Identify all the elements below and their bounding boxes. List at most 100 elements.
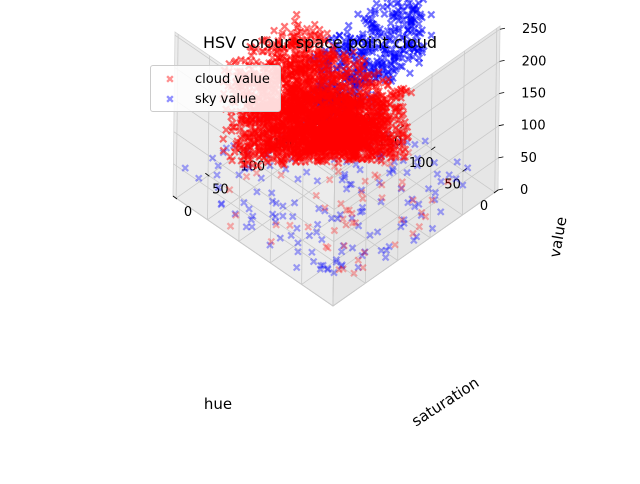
cloud-point [306, 94, 315, 103]
sky-point [365, 60, 374, 69]
y-tick-label: 0 [184, 205, 192, 220]
cloud-point [320, 117, 329, 126]
sky-point [391, 40, 400, 49]
sky-point [397, 184, 405, 193]
cloud-point [349, 76, 358, 85]
cloud-point [225, 186, 234, 194]
cloud-point [335, 111, 344, 120]
cloud-point [355, 109, 364, 118]
sky-point [377, 246, 385, 255]
sky-point [437, 177, 445, 186]
sky-point [424, 184, 433, 193]
cloud-point [379, 148, 388, 156]
sky-point [267, 189, 276, 197]
sky-point [336, 211, 345, 219]
cloud-point [359, 129, 368, 138]
cloud-point [407, 88, 416, 97]
cloud-point [306, 141, 315, 150]
cloud-point [401, 87, 410, 96]
cloud-point [323, 29, 332, 38]
sky-point [305, 231, 314, 240]
cloud-point [307, 67, 316, 76]
sky-point [445, 171, 453, 179]
sky-point [380, 53, 389, 62]
sky-point [323, 264, 332, 273]
cloud-point [329, 91, 338, 100]
cloud-point [315, 33, 324, 42]
cloud-point [285, 83, 294, 92]
cloud-point [340, 241, 348, 250]
sky-point [332, 258, 341, 266]
sky-point [458, 181, 467, 189]
sky-point [383, 0, 392, 3]
sky-point [319, 261, 327, 270]
sky-point [315, 204, 323, 213]
cloud-point [320, 134, 328, 143]
sky-point [323, 265, 332, 274]
cloud-point [404, 132, 413, 141]
sky-point [387, 60, 396, 69]
cloud-point [313, 50, 322, 59]
sky-point [340, 170, 349, 179]
cloud-point [359, 263, 367, 272]
sky-point [288, 212, 297, 221]
sky-point [317, 261, 325, 270]
cloud-point [293, 105, 302, 114]
sky-point [279, 202, 287, 210]
cloud-point [359, 194, 367, 203]
sky-point [405, 69, 414, 78]
cloud-point [230, 147, 239, 156]
sky-point [214, 162, 222, 170]
cloud-point [327, 82, 336, 91]
cloud-point [304, 113, 313, 122]
sky-point [385, 36, 394, 45]
cloud-point [243, 142, 252, 151]
cloud-point [321, 55, 330, 64]
cloud-point [251, 112, 260, 121]
cloud-point [287, 40, 296, 49]
cloud-point [348, 111, 357, 120]
cloud-point [348, 219, 357, 227]
cloud-point [334, 167, 343, 176]
sky-point [428, 224, 437, 233]
sky-point [281, 165, 290, 173]
cloud-point [394, 126, 403, 135]
sky-point [412, 232, 421, 241]
cloud-point [290, 32, 299, 41]
cloud-point [371, 93, 380, 102]
cloud-point [348, 209, 356, 218]
sky-point [279, 212, 287, 220]
cloud-point [242, 120, 251, 129]
legend-marker-cloud: ✖ [165, 72, 175, 86]
sky-point [340, 173, 349, 181]
grid-wall-saturation [332, 141, 336, 307]
cloud-point [279, 139, 287, 148]
cloud-point [324, 68, 333, 77]
cloud-point [381, 107, 390, 116]
sky-point [292, 263, 301, 272]
sky-point [356, 208, 365, 216]
y-tick-label: 50 [212, 182, 229, 197]
cloud-point [237, 55, 246, 64]
cloud-point [252, 169, 261, 177]
cloud-point [288, 93, 297, 102]
grid-wall-saturation [462, 51, 465, 216]
sky-point [332, 33, 341, 42]
cloud-point [272, 110, 281, 119]
cloud-point [267, 237, 276, 246]
sky-point [338, 176, 346, 184]
cloud-point [335, 265, 343, 274]
cloud-point [352, 154, 361, 163]
cloud-point [242, 172, 251, 181]
cloud-point [319, 152, 328, 161]
cloud-point [350, 146, 358, 154]
cloud-point [325, 175, 334, 184]
cloud-point [247, 43, 256, 52]
cloud-point [293, 92, 302, 101]
sky-point [380, 10, 389, 18]
sky-point [371, 44, 380, 52]
sky-point [247, 215, 256, 224]
sky-point [380, 45, 389, 54]
sky-point [338, 261, 346, 269]
cloud-point [361, 177, 369, 185]
